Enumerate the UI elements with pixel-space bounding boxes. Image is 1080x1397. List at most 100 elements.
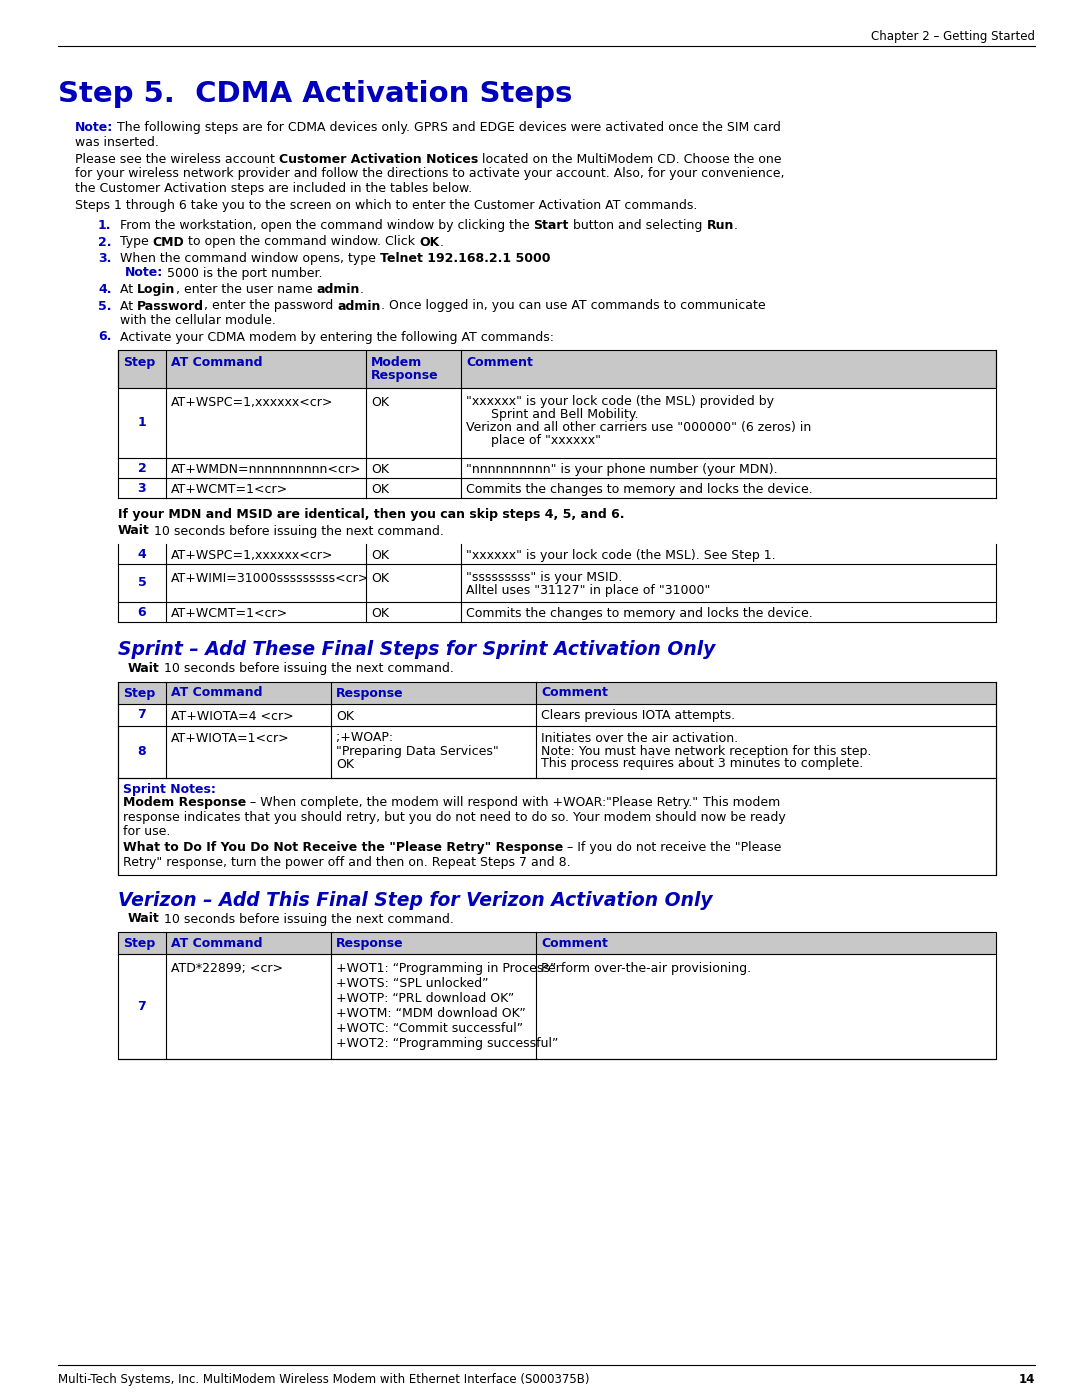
Text: response indicates that you should retry, but you do not need to do so. Your mod: response indicates that you should retry… [123, 810, 786, 823]
Text: place of "xxxxxx": place of "xxxxxx" [491, 434, 600, 447]
Text: .: . [440, 236, 444, 249]
Text: 14: 14 [1018, 1373, 1035, 1386]
Text: AT Command: AT Command [171, 686, 262, 700]
Text: . Once logged in, you can use AT commands to communicate: . Once logged in, you can use AT command… [381, 299, 766, 313]
Text: AT Command: AT Command [171, 937, 262, 950]
Text: admin: admin [337, 299, 381, 313]
Text: +WOTC: “Commit successful”: +WOTC: “Commit successful” [336, 1023, 523, 1035]
Text: Type: Type [120, 236, 152, 249]
Text: 1: 1 [137, 416, 147, 429]
Text: AT Command: AT Command [171, 356, 262, 369]
Text: AT+WCMT=1<cr>: AT+WCMT=1<cr> [171, 608, 288, 620]
Text: 3: 3 [137, 482, 146, 495]
Text: Alltel uses "31127" in place of "31000": Alltel uses "31127" in place of "31000" [465, 584, 711, 597]
Text: "xxxxxx" is your lock code (the MSL) provided by: "xxxxxx" is your lock code (the MSL) pro… [465, 395, 774, 408]
Text: Password: Password [137, 299, 204, 313]
Text: .: . [360, 284, 364, 296]
Text: Note:: Note: [75, 122, 113, 134]
Bar [118, 682, 996, 875]
Text: +WOTM: “MDM download OK”: +WOTM: “MDM download OK” [336, 1007, 526, 1020]
Text: Perform over-the-air provisioning.: Perform over-the-air provisioning. [541, 963, 751, 975]
Text: Please see the wireless account: Please see the wireless account [75, 154, 279, 166]
Text: 10 seconds before issuing the next command.: 10 seconds before issuing the next comma… [160, 912, 454, 925]
Text: Commits the changes to memory and locks the device.: Commits the changes to memory and locks … [465, 608, 813, 620]
Text: Comment: Comment [541, 686, 608, 700]
Text: "Preparing Data Services": "Preparing Data Services" [336, 745, 499, 757]
Text: 6: 6 [137, 605, 146, 619]
Text: Response: Response [336, 937, 404, 950]
Text: Telnet 192.168.2.1 5000: Telnet 192.168.2.1 5000 [380, 251, 551, 265]
Text: AT+WMDN=nnnnnnnnnn<cr>: AT+WMDN=nnnnnnnnnn<cr> [171, 462, 362, 476]
Text: Steps 1 through 6 take you to the screen on which to enter the Customer Activati: Steps 1 through 6 take you to the screen… [75, 200, 698, 212]
Text: AT+WCMT=1<cr>: AT+WCMT=1<cr> [171, 483, 288, 496]
Bar [118, 932, 996, 954]
Text: – When complete, the modem will respond with +WOAR:: – When complete, the modem will respond … [246, 796, 607, 809]
Text: Initiates over the air activation.: Initiates over the air activation. [541, 732, 738, 745]
Text: Note:: Note: [125, 267, 163, 279]
Text: Verizon and all other carriers use "000000" (6 zeros) in: Verizon and all other carriers use "0000… [465, 420, 811, 434]
Text: This modem: This modem [699, 796, 780, 809]
Text: Activate your CDMA modem by entering the following AT commands:: Activate your CDMA modem by entering the… [120, 331, 554, 344]
Bar [118, 564, 996, 602]
Text: Verizon – Add This Final Step for Verizon Activation Only: Verizon – Add This Final Step for Verizo… [118, 890, 713, 909]
Text: OK: OK [372, 571, 389, 585]
Text: 7: 7 [137, 1000, 147, 1013]
Text: Modem Response: Modem Response [123, 796, 246, 809]
Text: Run: Run [706, 219, 733, 232]
Text: 2: 2 [137, 461, 147, 475]
Text: to open the command window. Click: to open the command window. Click [185, 236, 419, 249]
Text: If your MDN and MSID are identical, then you can skip steps 4, 5, and 6.: If your MDN and MSID are identical, then… [118, 509, 624, 521]
Bar [118, 543, 996, 564]
Text: OK: OK [336, 757, 354, 771]
Text: Retry" response, turn the power off and then on. Repeat Steps 7 and 8.: Retry" response, turn the power off and … [123, 856, 570, 869]
Text: Step: Step [123, 686, 156, 700]
Text: Chapter 2 – Getting Started: Chapter 2 – Getting Started [870, 29, 1035, 43]
Bar [118, 478, 996, 497]
Text: , enter the user name: , enter the user name [175, 284, 316, 296]
Bar [118, 932, 996, 1059]
Text: , enter the password: , enter the password [204, 299, 337, 313]
Text: button and selecting: button and selecting [569, 219, 706, 232]
Text: ;+WOAP:: ;+WOAP: [336, 732, 393, 745]
Text: What to Do If You Do Not Receive the "Please Retry" Response: What to Do If You Do Not Receive the "Pl… [123, 841, 564, 855]
Text: – If you do not receive the "Please: – If you do not receive the "Please [564, 841, 782, 855]
Text: Sprint Notes:: Sprint Notes: [123, 782, 216, 795]
Text: 3.: 3. [98, 251, 111, 265]
Text: Step: Step [123, 356, 156, 369]
Bar [118, 351, 996, 388]
Text: admin: admin [316, 284, 360, 296]
Text: "nnnnnnnnnn" is your phone number (your MDN).: "nnnnnnnnnn" is your phone number (your … [465, 462, 778, 476]
Text: Sprint – Add These Final Steps for Sprint Activation Only: Sprint – Add These Final Steps for Sprin… [118, 640, 715, 659]
Text: The following steps are for CDMA devices only. GPRS and EDGE devices were activa: The following steps are for CDMA devices… [113, 122, 781, 134]
Bar [118, 388, 996, 458]
Text: AT+WSPC=1,xxxxxx<cr>: AT+WSPC=1,xxxxxx<cr> [171, 395, 334, 409]
Text: AT+WIOTA=1<cr>: AT+WIOTA=1<cr> [171, 732, 289, 745]
Text: ATD*22899; <cr>: ATD*22899; <cr> [171, 963, 283, 975]
Text: OK: OK [336, 710, 354, 722]
Text: At: At [120, 284, 137, 296]
Text: 1.: 1. [98, 219, 111, 232]
Text: 10 seconds before issuing the next command.: 10 seconds before issuing the next comma… [160, 662, 454, 675]
Text: 5.: 5. [98, 299, 111, 313]
Text: Wait: Wait [118, 524, 150, 538]
Text: 4.: 4. [98, 284, 111, 296]
Text: Wait: Wait [129, 912, 160, 925]
Text: Login: Login [137, 284, 175, 296]
Text: 5000 is the port number.: 5000 is the port number. [163, 267, 323, 279]
Text: +WOTS: “SPL unlocked”: +WOTS: “SPL unlocked” [336, 977, 488, 990]
Text: Commits the changes to memory and locks the device.: Commits the changes to memory and locks … [465, 483, 813, 496]
Text: was inserted.: was inserted. [75, 136, 159, 148]
Text: Step 5.  CDMA Activation Steps: Step 5. CDMA Activation Steps [58, 80, 572, 108]
Text: AT+WIMI=31000sssssssss<cr>: AT+WIMI=31000sssssssss<cr> [171, 571, 369, 585]
Bar [118, 704, 996, 725]
Text: for your wireless network provider and follow the directions to activate your ac: for your wireless network provider and f… [75, 168, 784, 180]
Bar [118, 725, 996, 778]
Text: +WOT1: “Programming in Process”: +WOT1: “Programming in Process” [336, 963, 556, 975]
Bar [118, 351, 996, 388]
Text: Wait: Wait [129, 662, 160, 675]
Text: 7: 7 [137, 708, 147, 721]
Text: When the command window opens, type: When the command window opens, type [120, 251, 380, 265]
Text: with the cellular module.: with the cellular module. [120, 314, 275, 327]
Text: 2.: 2. [98, 236, 111, 249]
Text: +WOT2: “Programming successful”: +WOT2: “Programming successful” [336, 1037, 558, 1051]
